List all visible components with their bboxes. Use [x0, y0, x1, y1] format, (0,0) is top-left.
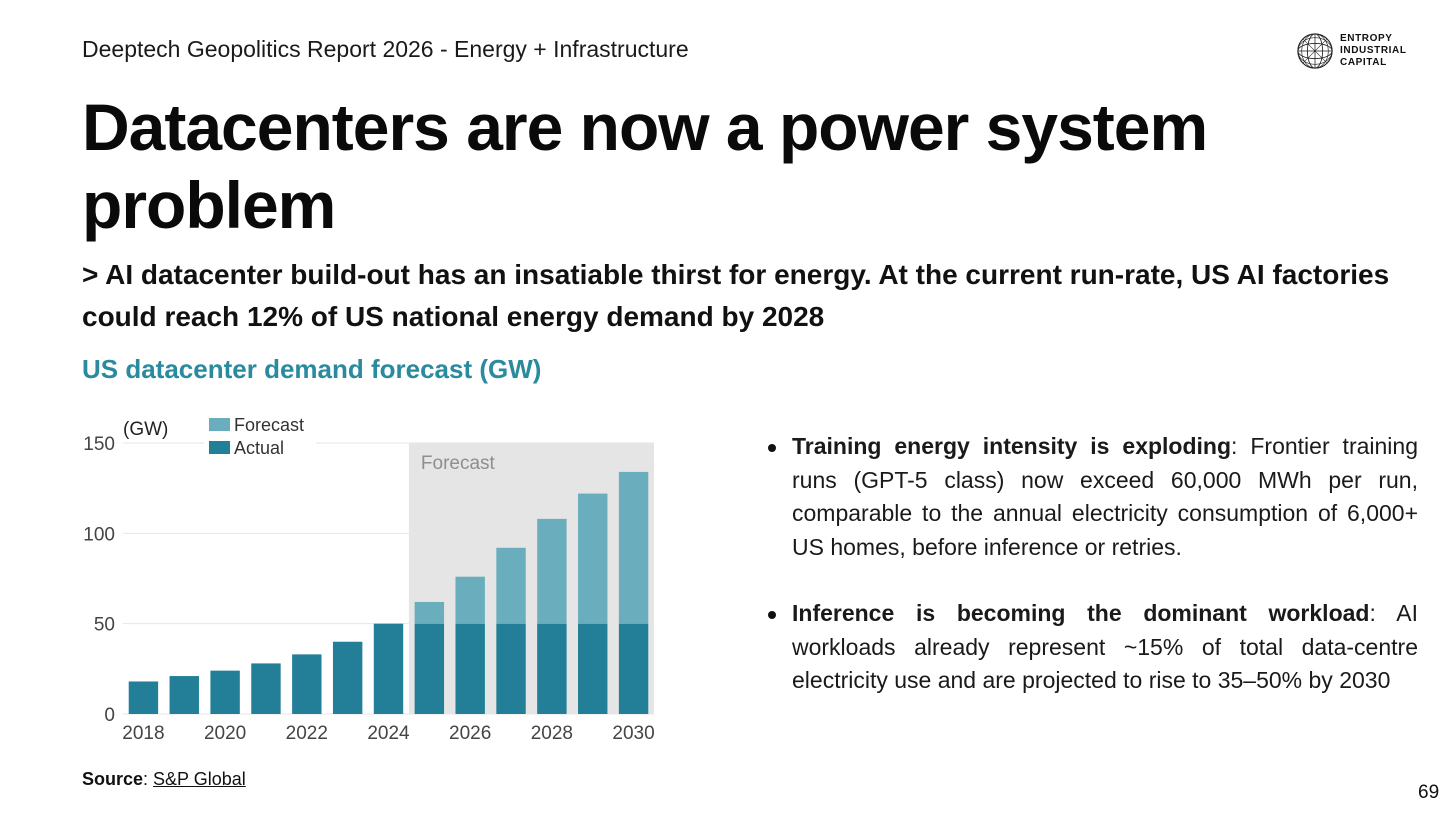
logo-line-1: ENTROPY — [1340, 33, 1393, 44]
bullet-heading: Training energy intensity is exploding — [792, 433, 1232, 459]
forecast-region — [408, 443, 654, 714]
bar-forecast-2025 — [414, 601, 445, 624]
legend-swatch-actual — [209, 441, 230, 454]
legend-label-forecast: Forecast — [234, 415, 304, 435]
bullet-inference-workload: Inference is becoming the dominant workl… — [764, 597, 1418, 698]
page-headline: Datacenters are now a power system probl… — [82, 90, 1208, 242]
bar-actual-2024 — [373, 623, 404, 714]
bar-actual-2029 — [578, 623, 608, 714]
bar-actual-2026 — [455, 623, 485, 714]
bar-actual-2028 — [537, 623, 567, 714]
x-tick-label: 2020 — [204, 723, 246, 744]
globe-icon — [1297, 33, 1333, 69]
logo-line-2: INDUSTRIAL — [1340, 45, 1407, 56]
forecast-region-label: Forecast — [421, 453, 496, 474]
bar-actual-2025 — [414, 623, 445, 714]
page-number: 69 — [1418, 782, 1440, 803]
legend-swatch-forecast — [209, 418, 230, 431]
x-tick-label: 2028 — [531, 723, 573, 744]
bar-forecast-2026 — [455, 576, 485, 624]
y-tick-label: 0 — [104, 705, 115, 726]
bar-forecast-2028 — [537, 518, 567, 624]
source-label: Source — [82, 769, 144, 789]
x-tick-label: 2022 — [286, 723, 328, 744]
y-tick-label: 150 — [83, 434, 115, 455]
report-title: Deeptech Geopolitics Report 2026 - Energ… — [82, 36, 689, 62]
bar-actual-2018 — [128, 681, 159, 714]
company-logo: ENTROPY INDUSTRIAL CAPITAL — [1296, 32, 1407, 70]
key-points-list: Training energy intensity is exploding: … — [764, 430, 1418, 731]
bullet-body: : AI workloads already represent ~15% of… — [792, 600, 1418, 693]
logo-line-3: CAPITAL — [1340, 57, 1387, 68]
source-note: Source: S&P Global — [82, 769, 246, 790]
source-separator: : — [143, 769, 154, 789]
bullet-dot-icon — [768, 611, 776, 619]
demand-forecast-chart: Forecast 0 50 100 150 (GW) 2018 2020 2022 2024 202… — [83, 412, 655, 744]
bar-forecast-2029 — [578, 493, 608, 624]
bullet-training-energy: Training energy intensity is exploding: … — [764, 430, 1418, 564]
source-link[interactable]: S&P Global — [153, 769, 246, 789]
legend-label-actual: Actual — [234, 438, 284, 458]
bar-actual-2023 — [332, 641, 363, 714]
bar-actual-2030 — [618, 623, 649, 714]
x-tick-label: 2018 — [122, 723, 164, 744]
bar-actual-2022 — [292, 654, 322, 714]
bar-actual-2020 — [210, 670, 240, 714]
bullet-heading: Inference is becoming the dominant workl… — [792, 600, 1370, 626]
bullet-body: : Frontier training runs (GPT-5 class) n… — [792, 433, 1418, 560]
y-tick-label: 100 — [83, 524, 115, 545]
bar-actual-2021 — [251, 663, 281, 714]
bar-actual-2019 — [169, 676, 199, 714]
y-axis-label: (GW) — [123, 419, 168, 440]
page-subhead: > AI datacenter build-out has an insatia… — [82, 259, 1390, 332]
x-tick-label: 2030 — [612, 723, 654, 744]
x-tick-label: 2024 — [367, 723, 410, 744]
y-tick-label: 50 — [94, 615, 115, 636]
x-tick-label: 2026 — [449, 723, 491, 744]
bar-forecast-2030 — [618, 471, 649, 624]
chart-title: US datacenter demand forecast (GW) — [82, 354, 542, 384]
bullet-dot-icon — [768, 444, 776, 452]
bar-actual-2027 — [496, 623, 526, 714]
bar-forecast-2027 — [496, 547, 526, 624]
